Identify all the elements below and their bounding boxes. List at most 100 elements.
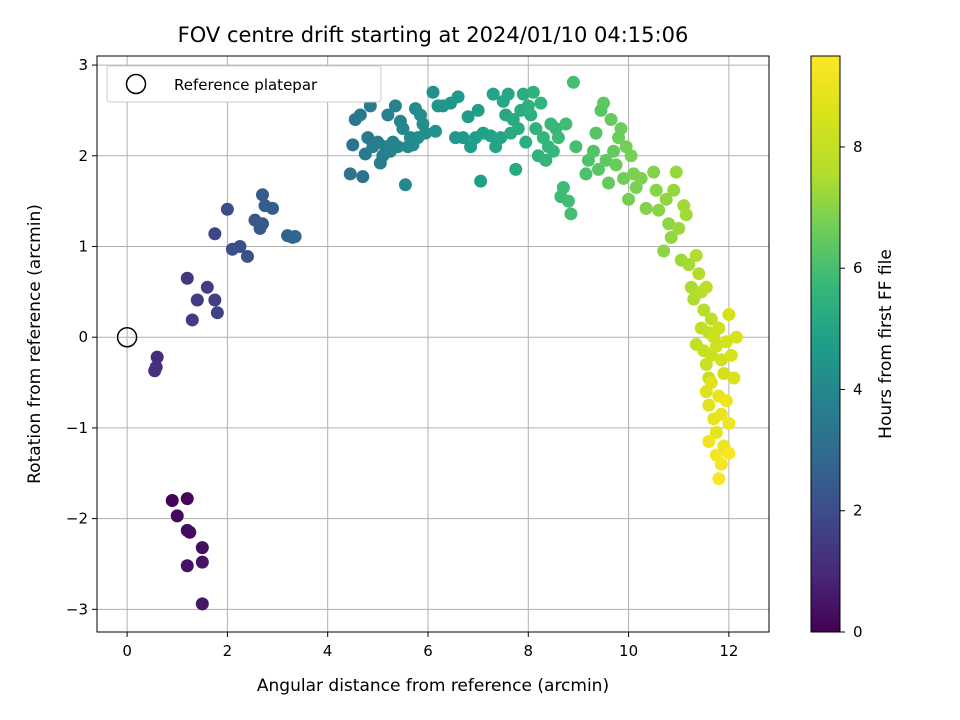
data-point (682, 258, 696, 272)
data-point (210, 306, 224, 320)
data-point (569, 140, 583, 154)
data-point (180, 271, 194, 285)
x-tick-label: 2 (223, 642, 233, 660)
data-point (564, 207, 578, 221)
data-point (288, 230, 302, 244)
data-point (501, 87, 515, 101)
data-point (702, 398, 716, 412)
data-point (511, 122, 525, 136)
data-point (486, 87, 500, 101)
data-point (714, 457, 728, 471)
data-point (474, 174, 488, 188)
data-point (195, 597, 209, 611)
data-point (662, 217, 676, 231)
y-tick-label: 2 (78, 147, 88, 165)
data-point (534, 96, 548, 110)
data-point (200, 280, 214, 294)
data-point (546, 144, 560, 158)
reference-platepar-marker (116, 326, 138, 348)
data-point (363, 99, 377, 113)
data-point (667, 183, 681, 197)
data-point (709, 339, 723, 353)
colorbar-tick-label: 6 (853, 259, 863, 277)
x-tick-label: 8 (524, 642, 534, 660)
data-point (148, 364, 162, 378)
data-point (709, 425, 723, 439)
data-point (599, 153, 613, 167)
data-point (529, 122, 543, 136)
data-point (659, 192, 673, 206)
data-point (208, 227, 222, 241)
colorbar: 0 2 4 6 8 Hours from first FF file (810, 55, 896, 641)
data-point (722, 446, 736, 460)
colorbar-tick-label: 2 (853, 502, 863, 520)
data-point (391, 140, 405, 154)
data-point (639, 201, 653, 215)
x-axis-ticks: 0 2 4 6 8 10 12 (122, 632, 738, 660)
data-point (519, 135, 533, 149)
data-point (719, 335, 733, 349)
data-point (652, 203, 666, 217)
data-point (524, 108, 538, 122)
data-point (664, 230, 678, 244)
data-point (183, 525, 197, 539)
data-point (729, 330, 743, 344)
data-point (609, 158, 623, 172)
data-point (712, 472, 726, 486)
colorbar-tick-label: 8 (853, 138, 863, 156)
data-point (712, 321, 726, 335)
data-point (526, 85, 540, 99)
data-points (148, 75, 743, 611)
data-point (539, 153, 553, 167)
data-point (724, 348, 738, 362)
data-point (647, 165, 661, 179)
data-point (597, 96, 611, 110)
x-tick-label: 12 (719, 642, 738, 660)
legend-open-circle-icon (125, 73, 147, 95)
data-point (559, 117, 573, 131)
data-point (722, 416, 736, 430)
data-point (692, 267, 706, 281)
legend-box (106, 65, 382, 103)
data-point (604, 112, 618, 126)
data-point (722, 308, 736, 322)
colorbar-tick-label: 0 (853, 623, 863, 641)
data-point (451, 90, 465, 104)
plot-frame (96, 55, 770, 633)
data-point (689, 249, 703, 263)
data-point (684, 280, 698, 294)
data-point (669, 165, 683, 179)
data-point (704, 376, 718, 390)
data-point (484, 129, 498, 143)
data-point (717, 366, 731, 380)
data-point (704, 312, 718, 326)
data-point (429, 124, 443, 138)
data-point (714, 353, 728, 367)
data-point (353, 108, 367, 122)
data-point (180, 492, 194, 506)
data-point (208, 293, 222, 307)
colorbar-ticks: 0 2 4 6 8 (840, 138, 863, 641)
data-point (343, 167, 357, 181)
data-point (679, 208, 693, 222)
data-point (233, 239, 247, 253)
x-tick-label: 4 (323, 642, 333, 660)
colorbar-label: Hours from first FF file (876, 249, 896, 439)
data-point (388, 99, 402, 113)
data-point (589, 126, 603, 140)
x-tick-label: 6 (423, 642, 433, 660)
data-point (398, 178, 412, 192)
data-point (220, 202, 234, 216)
y-tick-label: −3 (66, 600, 88, 618)
chart-title: FOV centre drift starting at 2024/01/10 … (178, 23, 689, 47)
data-point (255, 188, 269, 202)
data-point (255, 217, 269, 231)
data-point (622, 192, 636, 206)
data-point (719, 394, 733, 408)
data-point (266, 201, 280, 215)
data-point (624, 149, 638, 163)
data-point (551, 131, 565, 145)
data-point (185, 313, 199, 327)
data-point (634, 171, 648, 185)
